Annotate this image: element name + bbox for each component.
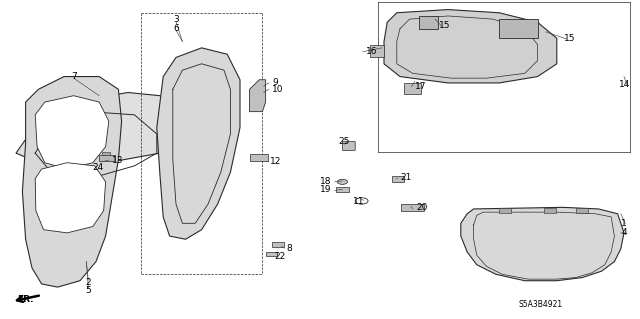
Text: 6: 6 <box>173 24 179 33</box>
Text: 24: 24 <box>92 163 104 172</box>
Text: 18: 18 <box>320 177 332 186</box>
Polygon shape <box>157 48 240 239</box>
Text: 8: 8 <box>287 244 292 253</box>
Text: 15: 15 <box>564 34 575 43</box>
Text: 20: 20 <box>416 204 428 212</box>
Text: 10: 10 <box>272 85 284 94</box>
Bar <box>404 83 421 94</box>
Text: 25: 25 <box>339 137 350 146</box>
Polygon shape <box>35 96 109 169</box>
Text: 22: 22 <box>275 252 286 261</box>
Text: 16: 16 <box>366 47 378 56</box>
Text: 5: 5 <box>86 286 91 295</box>
Text: FR.: FR. <box>17 295 34 304</box>
Text: 19: 19 <box>320 185 332 194</box>
Bar <box>266 252 277 256</box>
Text: 9: 9 <box>272 78 278 87</box>
Text: 14: 14 <box>619 80 630 89</box>
FancyBboxPatch shape <box>342 141 355 151</box>
Bar <box>370 45 384 57</box>
Bar <box>102 152 110 155</box>
Text: 3: 3 <box>173 15 179 24</box>
Circle shape <box>337 179 348 184</box>
Polygon shape <box>35 163 106 233</box>
Text: 13: 13 <box>112 156 124 165</box>
Bar <box>576 208 588 213</box>
Polygon shape <box>419 16 438 29</box>
Text: 4: 4 <box>621 228 627 237</box>
Text: 17: 17 <box>415 82 426 91</box>
Bar <box>401 204 424 211</box>
Text: 21: 21 <box>400 173 412 182</box>
Polygon shape <box>499 19 538 38</box>
Polygon shape <box>22 77 122 287</box>
Text: 1: 1 <box>621 219 627 228</box>
Polygon shape <box>250 80 266 112</box>
Polygon shape <box>461 207 624 281</box>
Text: 12: 12 <box>270 157 282 166</box>
Bar <box>272 242 284 247</box>
Bar <box>499 208 511 213</box>
Text: 7: 7 <box>71 72 76 81</box>
Bar <box>544 208 556 213</box>
Text: 2: 2 <box>86 278 91 287</box>
Text: 11: 11 <box>353 197 364 206</box>
Bar <box>250 154 268 161</box>
Text: 15: 15 <box>439 21 451 30</box>
Bar <box>99 155 115 161</box>
Bar <box>336 187 349 192</box>
Text: S5A3B4921: S5A3B4921 <box>519 300 563 309</box>
Circle shape <box>355 198 368 204</box>
Bar <box>392 176 404 182</box>
Polygon shape <box>16 93 182 166</box>
Polygon shape <box>384 10 557 83</box>
